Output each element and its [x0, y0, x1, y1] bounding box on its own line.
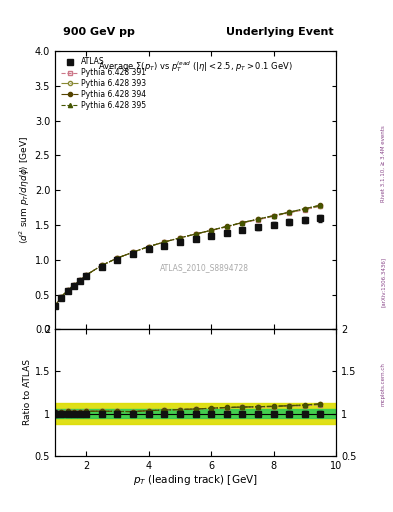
Text: Underlying Event: Underlying Event: [226, 27, 334, 37]
Text: mcplots.cern.ch: mcplots.cern.ch: [381, 362, 386, 406]
X-axis label: $p_T$ (leading track) [GeV]: $p_T$ (leading track) [GeV]: [133, 473, 258, 487]
Text: Rivet 3.1.10, ≥ 3.4M events: Rivet 3.1.10, ≥ 3.4M events: [381, 125, 386, 202]
Legend: ATLAS, Pythia 6.428 391, Pythia 6.428 393, Pythia 6.428 394, Pythia 6.428 395: ATLAS, Pythia 6.428 391, Pythia 6.428 39…: [59, 55, 149, 112]
Text: [arXiv:1306.3436]: [arXiv:1306.3436]: [381, 257, 386, 307]
Y-axis label: $\langle d^2$ sum $p_T/d\eta d\phi\rangle$ [GeV]: $\langle d^2$ sum $p_T/d\eta d\phi\rangl…: [17, 136, 32, 244]
Y-axis label: Ratio to ATLAS: Ratio to ATLAS: [23, 359, 32, 425]
Text: 900 GeV pp: 900 GeV pp: [63, 27, 135, 37]
Text: Average $\Sigma(p_T)$ vs $p_T^{lead}$ ($|\eta| < 2.5$, $p_T > 0.1$ GeV): Average $\Sigma(p_T)$ vs $p_T^{lead}$ ($…: [98, 59, 293, 74]
Text: ATLAS_2010_S8894728: ATLAS_2010_S8894728: [160, 264, 248, 272]
